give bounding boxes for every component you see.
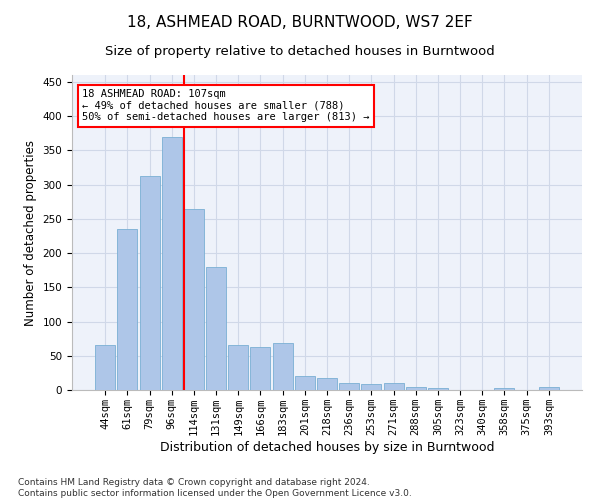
Bar: [361, 384, 382, 390]
Bar: [206, 266, 226, 390]
Text: Size of property relative to detached houses in Burntwood: Size of property relative to detached ho…: [105, 45, 495, 58]
Bar: [95, 346, 115, 390]
Bar: [228, 346, 248, 390]
Bar: [250, 347, 271, 390]
Bar: [317, 378, 337, 390]
Bar: [339, 383, 359, 390]
Bar: [162, 136, 182, 390]
Text: 18, ASHMEAD ROAD, BURNTWOOD, WS7 2EF: 18, ASHMEAD ROAD, BURNTWOOD, WS7 2EF: [127, 15, 473, 30]
Bar: [184, 208, 204, 390]
Text: Contains HM Land Registry data © Crown copyright and database right 2024.
Contai: Contains HM Land Registry data © Crown c…: [18, 478, 412, 498]
Bar: [118, 229, 137, 390]
Bar: [539, 388, 559, 390]
Bar: [383, 383, 404, 390]
Text: 18 ASHMEAD ROAD: 107sqm
← 49% of detached houses are smaller (788)
50% of semi-d: 18 ASHMEAD ROAD: 107sqm ← 49% of detache…: [82, 89, 370, 122]
Bar: [295, 376, 315, 390]
Bar: [494, 388, 514, 390]
Bar: [428, 388, 448, 390]
Y-axis label: Number of detached properties: Number of detached properties: [24, 140, 37, 326]
Bar: [272, 344, 293, 390]
X-axis label: Distribution of detached houses by size in Burntwood: Distribution of detached houses by size …: [160, 440, 494, 454]
Bar: [406, 388, 426, 390]
Bar: [140, 176, 160, 390]
